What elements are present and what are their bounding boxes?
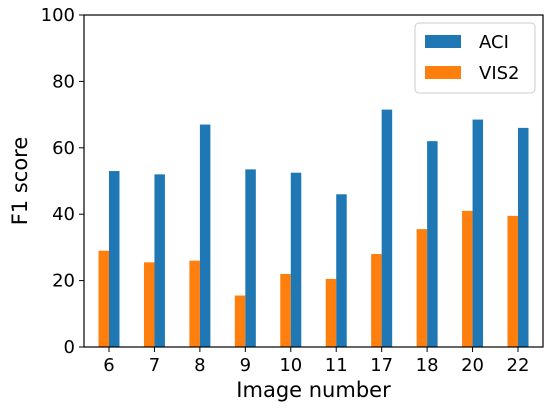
- bar-vis2-7: [143, 262, 155, 347]
- x-tick-label-22: 22: [507, 355, 530, 376]
- bar-aci-18: [427, 141, 438, 347]
- bar-aci-8: [199, 124, 211, 347]
- legend: ACI VIS2: [414, 22, 536, 94]
- x-tick-label-10: 10: [279, 355, 302, 376]
- y-tick-label-20: 20: [52, 271, 75, 292]
- x-tick-label-11: 11: [325, 355, 348, 376]
- plot-area-frame: [83, 14, 544, 348]
- bar-aci-17: [381, 109, 393, 348]
- bar-aci-20: [472, 119, 484, 347]
- bar-aci-7: [154, 174, 165, 347]
- y-tick-label-80: 80: [52, 71, 75, 92]
- x-axis-label: Image number: [236, 378, 391, 402]
- legend-swatch-vis2: [425, 66, 461, 79]
- bar-vis2-10: [280, 273, 291, 347]
- bar-aci-6: [108, 171, 120, 347]
- x-tick-label-8: 8: [194, 355, 205, 376]
- bars-layer: [98, 109, 529, 348]
- x-tick-label-20: 20: [461, 355, 484, 376]
- y-axis-label: F1 score: [8, 137, 32, 226]
- bar-aci-11: [336, 194, 347, 347]
- bar-aci-22: [518, 127, 529, 347]
- bar-vis2-17: [371, 254, 382, 347]
- y-tick-label-40: 40: [52, 204, 75, 225]
- legend-swatch-aci: [425, 35, 461, 48]
- bar-aci-10: [290, 172, 302, 347]
- legend-label-vis2: VIS2: [479, 63, 520, 84]
- x-tick-label-18: 18: [416, 355, 439, 376]
- bar-vis2-6: [98, 250, 109, 347]
- ticks-layer: 6 7 8 9 10 11 17 18 20 22 0 20 40 60 80 100: [41, 5, 530, 376]
- y-tick-label-0: 0: [64, 337, 75, 358]
- y-tick-label-100: 100: [41, 5, 75, 26]
- x-tick-label-9: 9: [240, 355, 251, 376]
- bar-vis2-9: [234, 295, 246, 347]
- x-tick-label-6: 6: [103, 355, 114, 376]
- bar-vis2-11: [325, 278, 337, 347]
- bar-vis2-8: [189, 260, 200, 347]
- bar-vis2-18: [416, 229, 428, 347]
- x-tick-label-7: 7: [149, 355, 160, 376]
- bar-vis2-22: [507, 215, 519, 347]
- x-tick-label-17: 17: [370, 355, 393, 376]
- legend-label-aci: ACI: [479, 32, 509, 53]
- y-tick-label-60: 60: [52, 138, 75, 159]
- bar-aci-9: [245, 169, 256, 347]
- bar-vis2-20: [462, 210, 473, 347]
